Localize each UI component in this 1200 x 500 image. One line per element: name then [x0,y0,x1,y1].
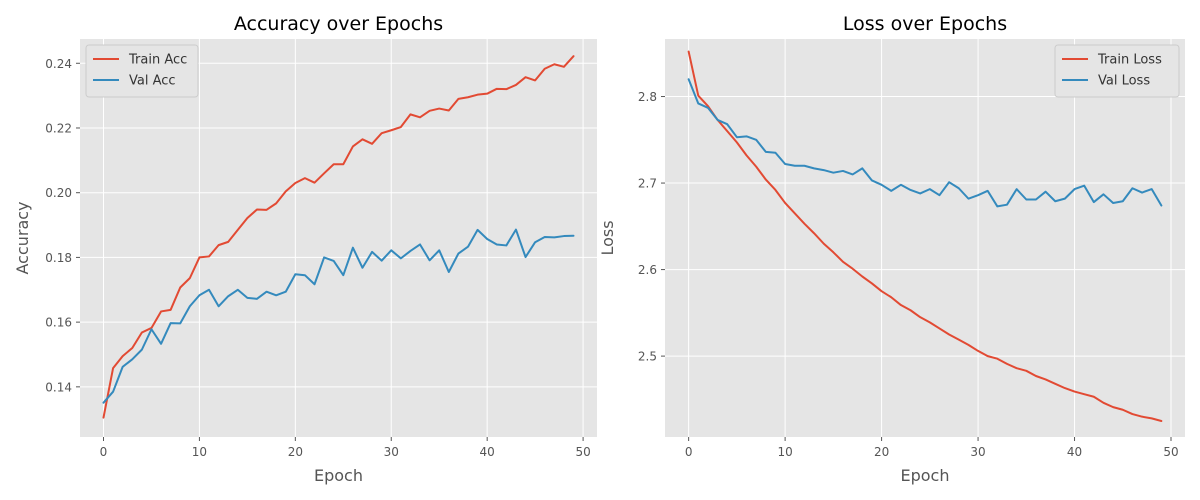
x-tick-label: 20 [288,445,303,459]
y-tick-label: 2.5 [638,350,657,364]
x-axis-label: Epoch [901,466,950,485]
x-tick-label: 0 [685,445,693,459]
x-tick-label: 50 [1163,445,1178,459]
chart-title: Loss over Epochs [843,13,1007,35]
y-tick-label: 2.6 [638,263,657,277]
series-line-train-loss [687,50,1163,422]
legend: Train Acc Val Acc [85,44,199,98]
chart-title: Accuracy over Epochs [234,13,443,35]
legend-label-train-acc: Train Acc [128,53,187,68]
gridlines [665,39,1185,437]
series-line-val-loss [687,78,1163,208]
legend-label-val-acc: Val Acc [129,74,176,89]
x-tick-label: 20 [874,445,889,459]
series-line-train-acc [102,55,575,419]
y-tick-label: 0.22 [45,121,72,135]
plot-area [665,39,1185,437]
y-tick-label: 2.8 [638,90,657,104]
legend-label-train-loss: Train Loss [1097,53,1162,68]
y-tick-label: 0.16 [45,316,72,330]
y-axis-label: Accuracy [13,201,32,274]
chart-panel-loss-over-epochs: 0 10 20 30 40 50 2.5 2.6 2.7 2.8 Loss over Epochs E… [598,13,1185,485]
x-tick-label: 0 [100,445,108,459]
x-tick-label: 10 [192,445,207,459]
x-tick-label: 10 [777,445,792,459]
legend-label-val-loss: Val Loss [1098,74,1150,89]
y-tick-label: 0.20 [45,186,72,200]
y-tick-label: 0.18 [45,251,72,265]
x-tick-label: 40 [1067,445,1082,459]
x-tick-label: 30 [970,445,985,459]
chart-panel-accuracy-over-epochs: 0 10 20 30 40 50 0.14 0.16 0.18 0.20 0.22 0.24 Accur… [13,13,597,485]
y-tick-label: 2.7 [638,177,657,191]
x-tick-label: 50 [575,445,590,459]
x-axis-label: Epoch [314,466,363,485]
y-tick-label: 0.14 [45,380,72,394]
gridlines [80,39,597,437]
series-line-val-acc [102,228,575,404]
x-tick-label: 30 [384,445,399,459]
x-tick-label: 40 [480,445,495,459]
y-tick-label: 0.24 [45,57,72,71]
y-axis-label: Loss [598,220,617,255]
legend: Train Loss Val Loss [1054,44,1180,98]
